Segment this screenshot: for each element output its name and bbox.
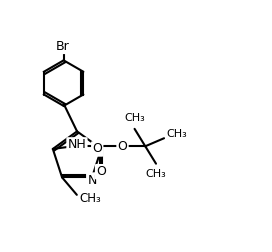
Text: O: O bbox=[92, 142, 102, 155]
Text: N: N bbox=[87, 174, 97, 186]
Text: CH₃: CH₃ bbox=[146, 169, 166, 179]
Text: NH: NH bbox=[67, 138, 86, 151]
Text: CH₃: CH₃ bbox=[79, 192, 101, 205]
Text: CH₃: CH₃ bbox=[167, 129, 187, 139]
Text: O: O bbox=[96, 165, 106, 178]
Text: CH₃: CH₃ bbox=[124, 113, 145, 123]
Text: O: O bbox=[118, 140, 128, 153]
Text: Br: Br bbox=[55, 40, 69, 53]
